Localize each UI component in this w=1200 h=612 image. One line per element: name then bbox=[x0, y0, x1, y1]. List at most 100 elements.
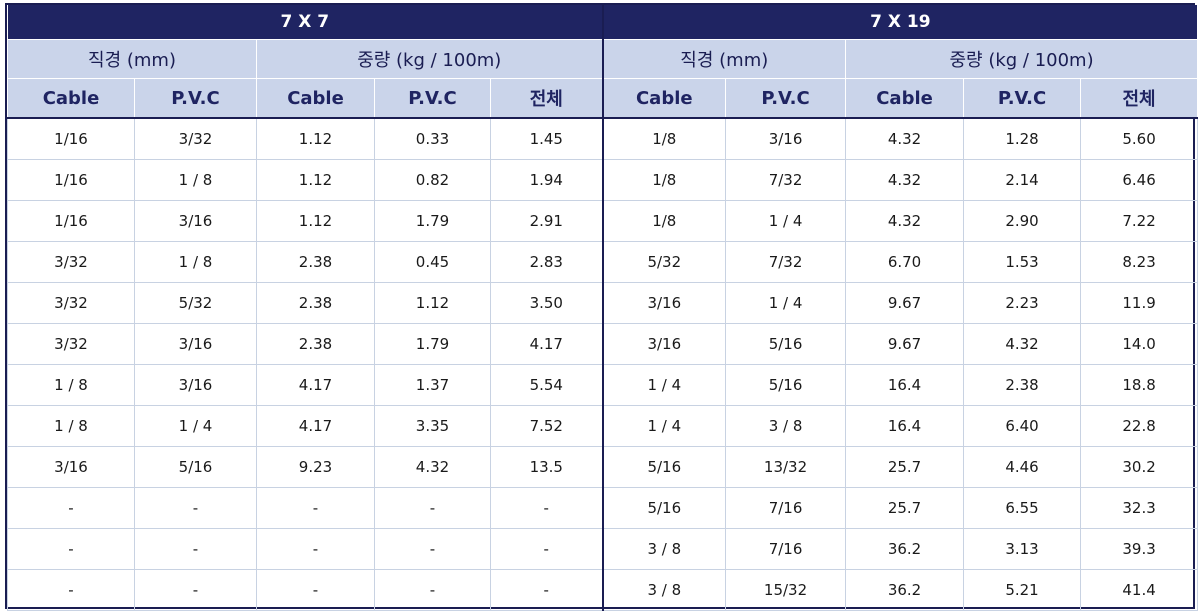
table-cell: 0.82 bbox=[374, 159, 491, 201]
table-cell: 1/16 bbox=[7, 117, 135, 160]
table-cell: 2.90 bbox=[963, 200, 1082, 242]
table-cell: 1 / 4 bbox=[725, 200, 847, 242]
table-cell: 25.7 bbox=[845, 446, 965, 488]
table-cell: - bbox=[374, 528, 491, 570]
table-cell: 1/8 bbox=[602, 117, 727, 160]
table-cell: 3/16 bbox=[7, 446, 135, 488]
table-cell: - bbox=[134, 487, 257, 529]
table-cell: - bbox=[489, 569, 604, 611]
table-cell: 9.23 bbox=[256, 446, 375, 488]
table-cell: 30.2 bbox=[1080, 446, 1199, 488]
table-cell: 2.23 bbox=[963, 282, 1082, 324]
table-row: 1/16 1 / 8 1.12 0.82 1.94 1/8 7/32 4.32 2.14 6.46 bbox=[7, 159, 1199, 201]
table-cell: 5.60 bbox=[1080, 117, 1199, 160]
table-cell: - bbox=[134, 528, 257, 570]
table-cell: 36.2 bbox=[845, 569, 965, 611]
table-cell: 2.83 bbox=[489, 241, 604, 283]
table-cell: - bbox=[256, 528, 375, 570]
table-cell: 4.32 bbox=[845, 200, 965, 242]
table-row: 3/32 3/16 2.38 1.79 4.17 3/16 5/16 9.67 4.32 14.0 bbox=[7, 323, 1199, 365]
table-cell: 1 / 4 bbox=[134, 405, 257, 447]
subheader-row: 직경 (mm) 중량 (kg / 100m) 직경 (mm) 중량 (kg / … bbox=[7, 39, 1199, 79]
subheader-diameter-7x19: 직경 (mm) bbox=[602, 39, 847, 79]
table-cell: 1.12 bbox=[374, 282, 491, 324]
col-header: P.V.C bbox=[963, 78, 1082, 119]
table-cell: 36.2 bbox=[845, 528, 965, 570]
table-cell: 1/16 bbox=[7, 200, 135, 242]
table-cell: 1/16 bbox=[7, 159, 135, 201]
table-row: -----3 / 8 15/32 36.2 5.21 41.4 bbox=[7, 569, 1199, 611]
table-body: 1/16 3/32 1.12 0.33 1.45 1/8 3/16 4.32 1.28 5.60 1… bbox=[7, 117, 1199, 611]
subheader-weight-7x19: 중량 (kg / 100m) bbox=[845, 39, 1199, 79]
table-cell: 3/16 bbox=[602, 282, 727, 324]
table-cell: 1.53 bbox=[963, 241, 1082, 283]
table-cell: 2.38 bbox=[256, 282, 375, 324]
table-cell: 4.32 bbox=[963, 323, 1082, 365]
table-cell: 3/16 bbox=[134, 364, 257, 406]
table-cell: 39.3 bbox=[1080, 528, 1199, 570]
table-cell: 4.32 bbox=[845, 159, 965, 201]
cable-spec-table: 7 X 7 7 X 19 직경 (mm) 중량 (kg / 100m) 직경 (… bbox=[6, 5, 1199, 611]
table-cell: - bbox=[374, 569, 491, 611]
table-cell: 5.54 bbox=[489, 364, 604, 406]
cable-spec-table-frame: 7 X 7 7 X 19 직경 (mm) 중량 (kg / 100m) 직경 (… bbox=[5, 3, 1199, 611]
table-cell: 5/16 bbox=[725, 364, 847, 406]
table-cell: 5/16 bbox=[725, 323, 847, 365]
table-cell: 8.23 bbox=[1080, 241, 1199, 283]
table-cell: 3 / 8 bbox=[725, 405, 847, 447]
table-cell: 3/32 bbox=[134, 117, 257, 160]
table-cell: 0.33 bbox=[374, 117, 491, 160]
table-row: 3/32 5/32 2.38 1.12 3.50 3/16 1 / 4 9.67 2.23 11.… bbox=[7, 282, 1199, 324]
table-cell: 2.91 bbox=[489, 200, 604, 242]
table-cell: - bbox=[7, 487, 135, 529]
table-cell: 3/16 bbox=[134, 200, 257, 242]
table-cell: 7.22 bbox=[1080, 200, 1199, 242]
table-cell: 4.32 bbox=[845, 117, 965, 160]
table-cell: - bbox=[7, 569, 135, 611]
table-cell: 1 / 8 bbox=[134, 241, 257, 283]
table-cell: - bbox=[134, 569, 257, 611]
table-cell: 1 / 8 bbox=[7, 405, 135, 447]
col-header: Cable bbox=[256, 78, 375, 119]
table-cell: 3/32 bbox=[7, 282, 135, 324]
table-row: 3/32 1 / 8 2.38 0.45 2.83 5/32 7/32 6.70 1.53 8.2… bbox=[7, 241, 1199, 283]
col-header: P.V.C bbox=[374, 78, 491, 119]
group-header-7x7: 7 X 7 bbox=[6, 5, 604, 40]
table-cell: 3/16 bbox=[134, 323, 257, 365]
table-cell: 32.3 bbox=[1080, 487, 1199, 529]
table-cell: - bbox=[489, 487, 604, 529]
table-cell: 1/8 bbox=[602, 200, 727, 242]
table-row: -----3 / 8 7/16 36.2 3.13 39.3 bbox=[7, 528, 1199, 570]
table-cell: 3/16 bbox=[602, 323, 727, 365]
group-header-row: 7 X 7 7 X 19 bbox=[6, 5, 1199, 40]
table-cell: 2.38 bbox=[256, 323, 375, 365]
subheader-diameter-7x7: 직경 (mm) bbox=[7, 39, 257, 79]
table-cell: 1.12 bbox=[256, 117, 375, 160]
table-cell: 1.37 bbox=[374, 364, 491, 406]
table-cell: 3/16 bbox=[725, 117, 847, 160]
table-cell: 25.7 bbox=[845, 487, 965, 529]
table-cell: 6.46 bbox=[1080, 159, 1199, 201]
table-cell: 1 / 4 bbox=[725, 282, 847, 324]
table-cell: - bbox=[256, 487, 375, 529]
table-cell: 2.38 bbox=[256, 241, 375, 283]
col-header: 전체 bbox=[489, 78, 604, 119]
table-cell: 9.67 bbox=[845, 323, 965, 365]
table-cell: 16.4 bbox=[845, 405, 965, 447]
subheader-weight-7x7: 중량 (kg / 100m) bbox=[255, 39, 604, 79]
table-cell: 15/32 bbox=[725, 569, 847, 611]
table-cell: 1 / 8 bbox=[134, 159, 257, 201]
table-cell: 7/32 bbox=[725, 241, 847, 283]
table-cell: 0.45 bbox=[374, 241, 491, 283]
column-header-row: Cable P.V.C Cable P.V.C 전체 Cable P.V.C C… bbox=[7, 78, 1199, 119]
col-header: Cable bbox=[845, 78, 965, 119]
table-cell: - bbox=[256, 569, 375, 611]
table-cell: 22.8 bbox=[1080, 405, 1199, 447]
table-cell: 5/32 bbox=[602, 241, 727, 283]
table-cell: 4.17 bbox=[256, 405, 375, 447]
table-cell: 14.0 bbox=[1080, 323, 1199, 365]
table-cell: 13/32 bbox=[725, 446, 847, 488]
table-cell: 2.14 bbox=[963, 159, 1082, 201]
table-cell: 7/32 bbox=[725, 159, 847, 201]
